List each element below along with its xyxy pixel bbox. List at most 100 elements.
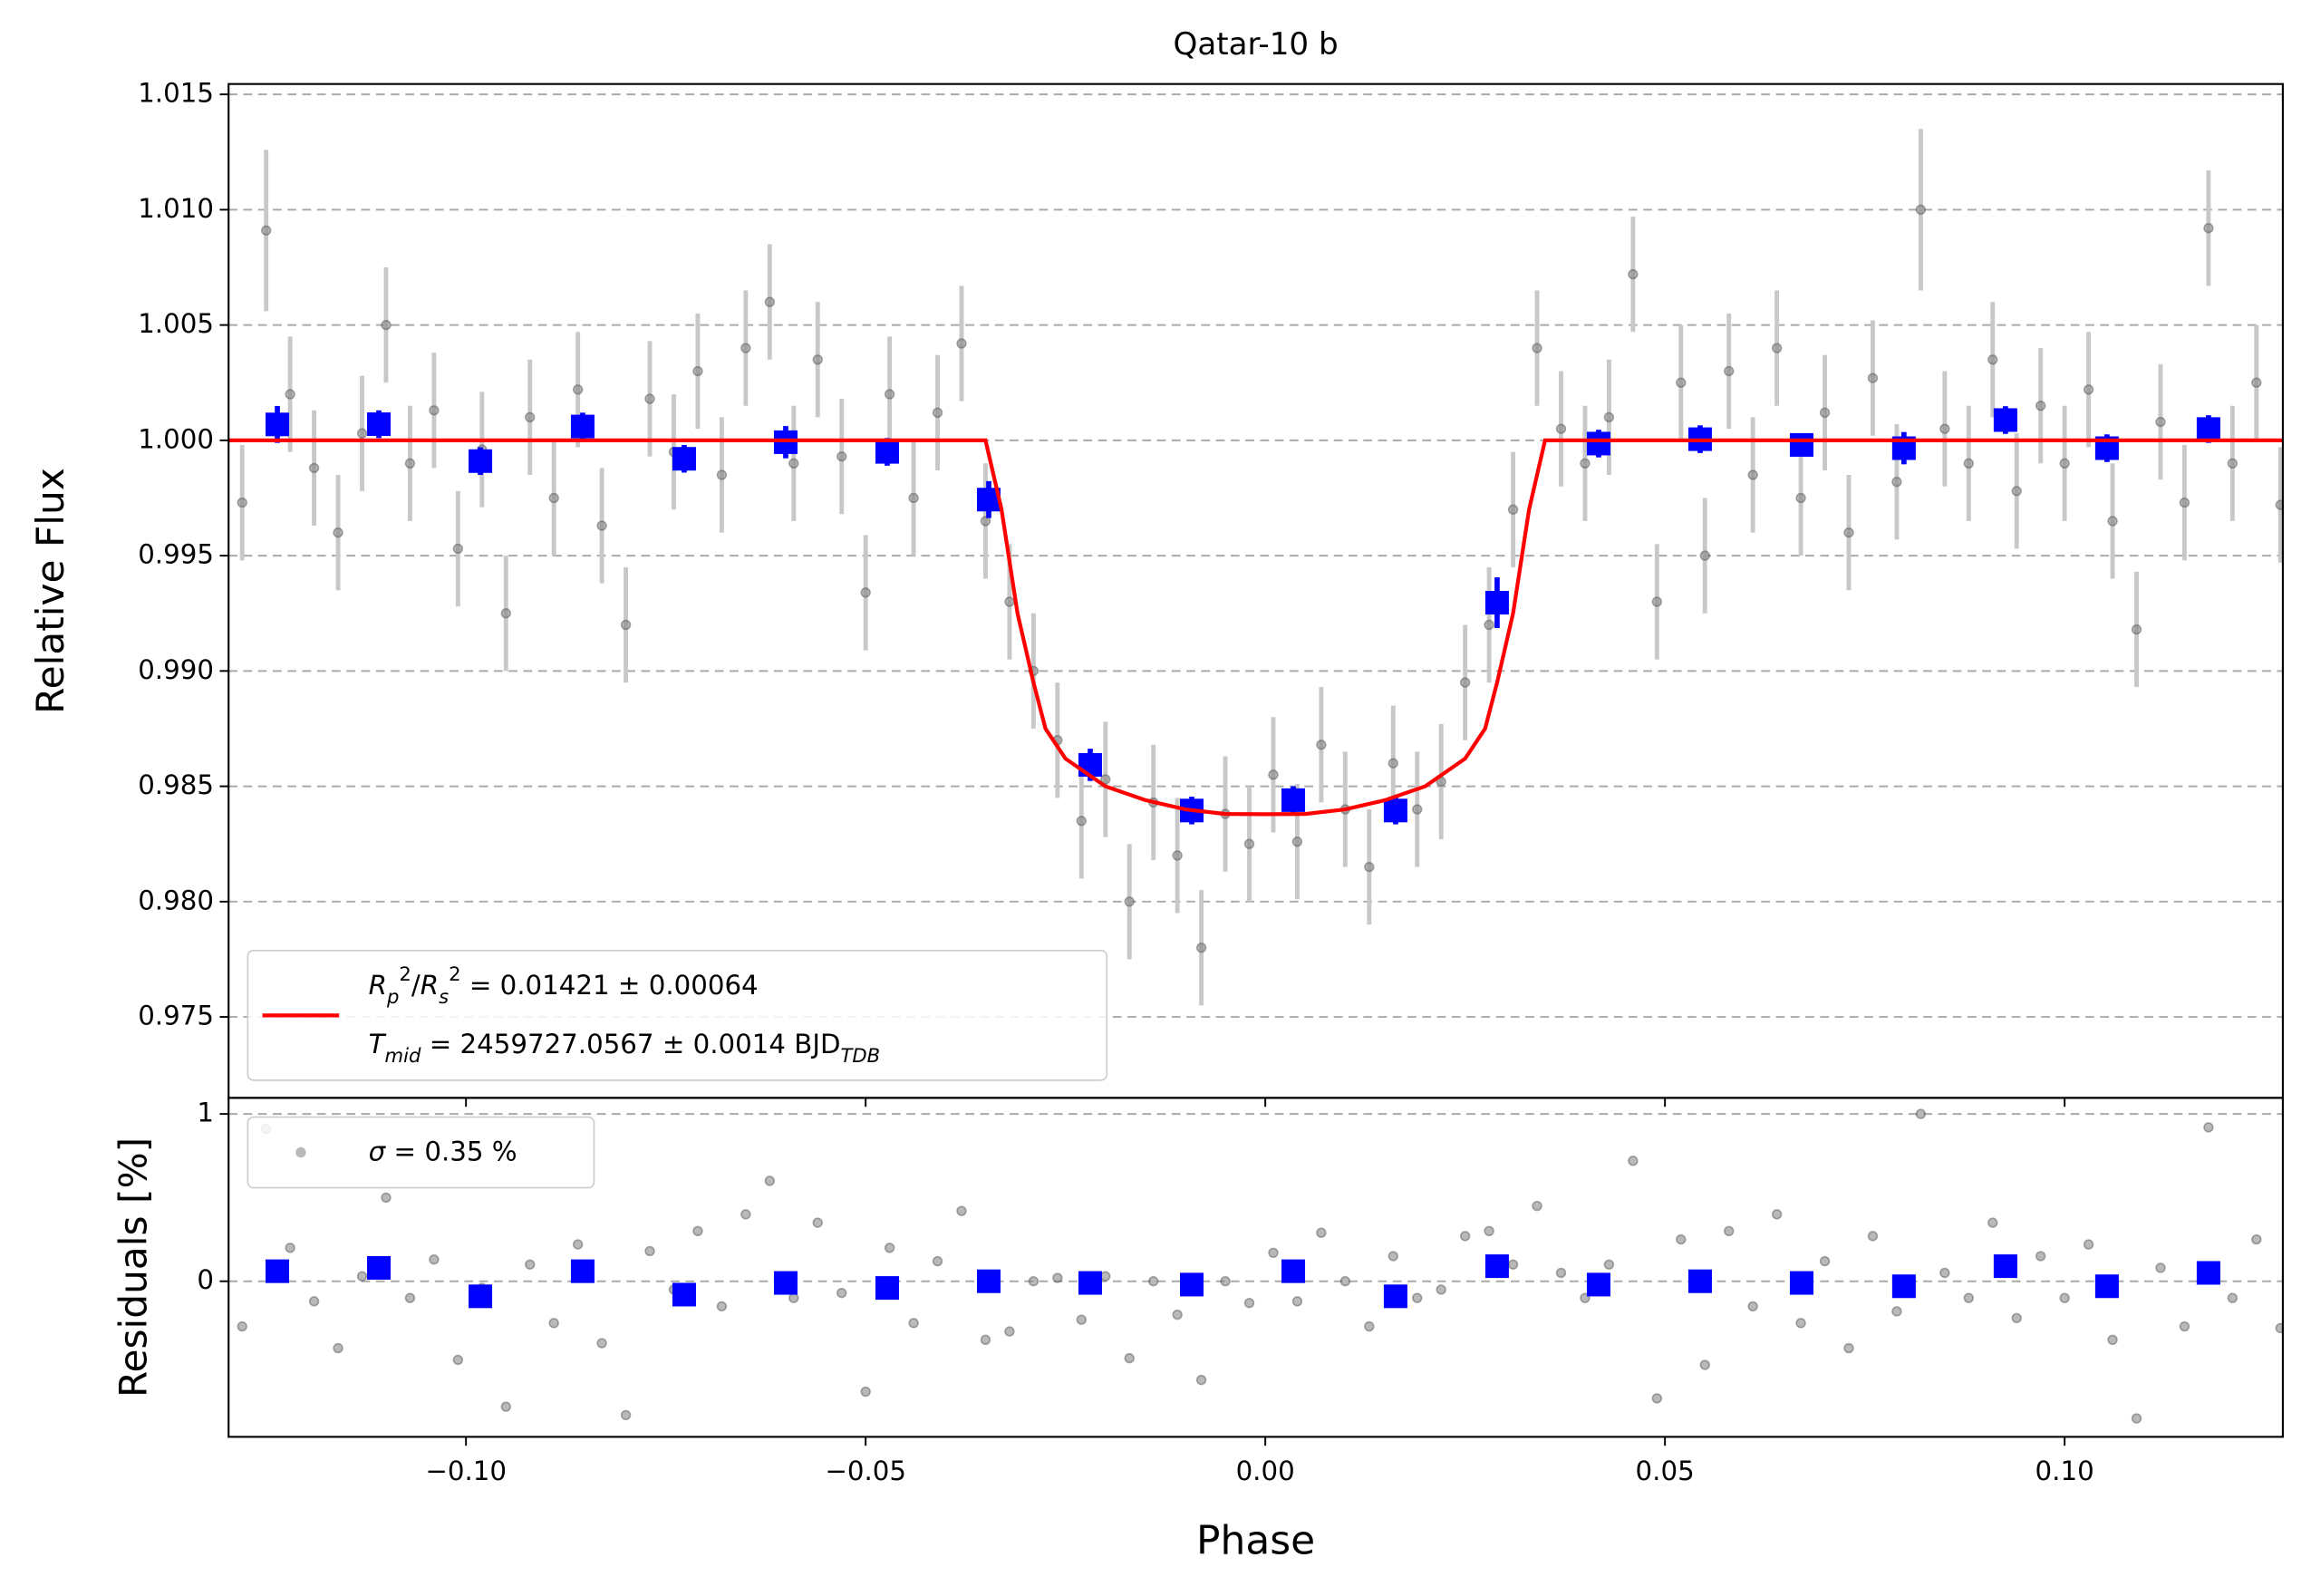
data-point bbox=[1987, 354, 1998, 365]
data-point bbox=[1004, 1326, 1015, 1337]
data-point bbox=[1676, 1233, 1687, 1245]
data-point bbox=[1987, 1217, 1998, 1228]
binned-point bbox=[773, 1271, 798, 1295]
axes-frame bbox=[227, 82, 2284, 1099]
data-point bbox=[1915, 1108, 1927, 1119]
data-point bbox=[1819, 407, 1831, 419]
binned-point bbox=[1789, 432, 1813, 457]
data-point bbox=[1388, 1251, 1398, 1262]
data-point bbox=[1484, 619, 1494, 631]
data-point bbox=[1291, 836, 1303, 847]
data-point bbox=[1195, 1374, 1207, 1386]
data-point bbox=[260, 225, 272, 236]
data-point bbox=[2035, 1251, 2046, 1262]
data-point bbox=[1507, 504, 1519, 515]
data-point bbox=[285, 1243, 295, 1253]
data-point bbox=[2203, 223, 2214, 234]
data-point bbox=[1724, 1225, 1735, 1237]
binned-point bbox=[875, 440, 899, 464]
data-point bbox=[1819, 1255, 1831, 1267]
data-point bbox=[1891, 476, 1902, 488]
data-point bbox=[1243, 838, 1255, 849]
data-point bbox=[237, 497, 247, 508]
y-axis-label: Relative Flux bbox=[28, 468, 73, 714]
data-point bbox=[2155, 416, 2166, 428]
x-tick-label: −0.10 bbox=[425, 1456, 507, 1486]
data-point bbox=[2227, 458, 2238, 469]
data-point bbox=[2275, 499, 2283, 510]
data-point bbox=[404, 458, 416, 469]
y-tick-label: 0.985 bbox=[138, 769, 214, 800]
y-tick-label: 1 bbox=[197, 1098, 214, 1128]
data-point bbox=[1124, 1352, 1135, 1364]
data-point bbox=[1651, 1393, 1663, 1404]
data-point bbox=[788, 1292, 799, 1303]
data-point bbox=[356, 1271, 368, 1282]
data-point bbox=[333, 1342, 343, 1354]
binned-point bbox=[1281, 1259, 1306, 1283]
binned-point bbox=[367, 412, 392, 437]
data-point bbox=[1555, 1267, 1567, 1279]
legend-text: σ bbox=[369, 1136, 387, 1166]
data-point bbox=[1004, 596, 1015, 607]
data-point bbox=[812, 354, 823, 365]
legend-text: = 0.01421 ± 0.00064 bbox=[461, 969, 759, 1000]
legend-text: R bbox=[369, 969, 387, 1000]
data-point bbox=[500, 1401, 511, 1412]
data-point bbox=[2059, 1292, 2070, 1303]
binned-point bbox=[2094, 1274, 2119, 1299]
data-point bbox=[1795, 1318, 1806, 1329]
data-point bbox=[1100, 774, 1111, 785]
data-point bbox=[1699, 1359, 1710, 1370]
data-point bbox=[1459, 677, 1471, 688]
binned-point bbox=[1993, 408, 2017, 432]
binned-point bbox=[2196, 1261, 2220, 1285]
data-point bbox=[1052, 1272, 1063, 1283]
binned-point bbox=[1586, 431, 1610, 456]
data-point bbox=[1028, 1276, 1039, 1287]
data-point bbox=[1891, 1306, 1902, 1317]
y-tick-label: 0.990 bbox=[138, 654, 214, 685]
data-point bbox=[692, 365, 703, 377]
binned-point bbox=[1687, 1269, 1712, 1293]
data-point bbox=[2251, 377, 2262, 388]
data-point bbox=[1939, 423, 1950, 434]
y-tick-label: 1.000 bbox=[138, 423, 214, 454]
binned-point bbox=[367, 1255, 392, 1280]
data-point bbox=[548, 492, 559, 504]
data-point bbox=[956, 338, 967, 349]
data-point bbox=[2131, 1413, 2142, 1424]
data-point bbox=[1843, 527, 1854, 538]
data-point bbox=[1220, 1276, 1231, 1287]
legend-label: σ = 0.35 % bbox=[369, 1136, 517, 1166]
legend-text: p bbox=[386, 984, 399, 1007]
binned-point bbox=[1586, 1272, 1610, 1297]
data-point bbox=[836, 1287, 847, 1299]
data-point bbox=[1316, 1227, 1327, 1238]
data-point bbox=[404, 1292, 416, 1303]
data-point bbox=[1243, 1298, 1255, 1309]
x-tick-label: 0.05 bbox=[1636, 1456, 1695, 1486]
legend-box bbox=[247, 949, 1108, 1081]
legend-text: / bbox=[411, 969, 421, 1000]
y-tick-label: 0.975 bbox=[138, 1001, 214, 1031]
legend-label: Rp2/Rs2 = 0.01421 ± 0.00064 bbox=[369, 962, 759, 1007]
data-point bbox=[2179, 1320, 2190, 1332]
data-point bbox=[2227, 1292, 2238, 1303]
binned-point bbox=[266, 412, 290, 437]
data-point bbox=[1147, 1276, 1159, 1287]
data-point bbox=[500, 608, 511, 619]
binned-point bbox=[1484, 591, 1509, 615]
y-tick-label: 1.015 bbox=[138, 78, 214, 109]
data-point bbox=[452, 1354, 464, 1366]
data-point bbox=[1412, 804, 1423, 815]
binned-point bbox=[570, 414, 595, 439]
data-point bbox=[1100, 1271, 1111, 1282]
axes-frame bbox=[227, 1097, 2284, 1438]
data-point bbox=[1963, 458, 1974, 469]
data-point bbox=[908, 492, 919, 504]
data-point bbox=[381, 319, 392, 331]
data-point bbox=[1771, 343, 1783, 353]
